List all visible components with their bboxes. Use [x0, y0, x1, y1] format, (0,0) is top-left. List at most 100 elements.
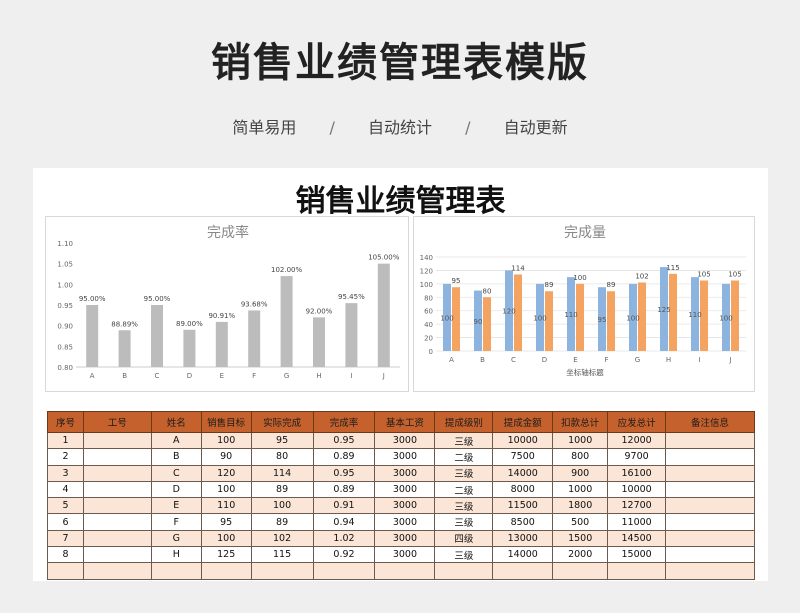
- bar-data-label: 102.00%: [271, 266, 302, 274]
- column-header: 提成级别: [434, 411, 494, 433]
- table-cell: [607, 562, 667, 580]
- table-cell: 三级: [434, 546, 494, 564]
- actual-bar: [514, 274, 522, 351]
- spreadsheet-preview: 销售业绩管理表 完成率 0.80 0.85 0.90 0.95 1.00 1.05 1.10 9…: [33, 168, 768, 581]
- table-cell: 114: [250, 464, 314, 482]
- table-cell: 125: [200, 546, 252, 564]
- x-tick-label: C: [511, 356, 516, 364]
- table-cell: [492, 562, 554, 580]
- target-data-label: 95: [598, 316, 607, 324]
- table-cell: 115: [250, 546, 314, 564]
- target-bar: [536, 283, 544, 351]
- table-row: 1 A 100 95 0.95 3000 三级 10000 1000 12000: [47, 431, 755, 450]
- y-tick-label: 0.90: [57, 323, 73, 331]
- bar-data-label: 88.89%: [111, 320, 138, 328]
- table-cell: [150, 562, 202, 580]
- actual-data-label: 95: [452, 277, 461, 285]
- table-cell: [47, 562, 84, 580]
- subtitle-item: 自动更新: [503, 118, 568, 137]
- bar-data-label: 95.00%: [79, 295, 106, 303]
- table-cell: [665, 448, 755, 466]
- table-cell: 3000: [374, 480, 436, 499]
- table-cell: 1000: [552, 480, 609, 499]
- table-row: [47, 562, 755, 580]
- actual-data-label: 89: [607, 281, 616, 289]
- table-body: 1 A 100 95 0.95 3000 三级 10000 1000 12000 2 B 90 80 0.8…: [47, 431, 755, 580]
- table-cell: 14000: [492, 464, 554, 482]
- bar-data-label: 93.68%: [241, 300, 268, 308]
- x-tick-label: E: [573, 356, 577, 364]
- table-cell: 14000: [492, 546, 554, 564]
- table-cell: 89: [250, 513, 314, 531]
- target-bar: [598, 287, 606, 351]
- target-data-label: 90: [474, 318, 483, 326]
- table-cell: 90: [200, 448, 252, 466]
- x-tick-label: J: [382, 372, 385, 380]
- actual-bar: [483, 297, 491, 351]
- table-cell: [665, 546, 755, 564]
- target-bar: [474, 290, 482, 351]
- table-cell: 12700: [607, 497, 667, 515]
- table-cell: 3000: [374, 513, 436, 531]
- table-cell: 1000: [552, 431, 609, 450]
- subtitle: 简单易用 / 自动统计 / 自动更新: [0, 114, 800, 138]
- target-bar: [629, 283, 637, 351]
- column-header: 销售目标: [200, 411, 252, 433]
- completion-volume-chart-svg: 完成量 0 20 40 60 80 100 120 140 100 95 A 90 80 B 120 114 C 1…: [420, 225, 746, 377]
- table-cell: [665, 497, 755, 515]
- table-cell: H: [150, 546, 202, 564]
- table-cell: 3000: [374, 464, 436, 482]
- x-tick-label: A: [90, 372, 95, 380]
- actual-bar: [607, 291, 615, 351]
- x-axis-title: 坐标轴标题: [566, 367, 604, 377]
- table-cell: 2000: [552, 546, 609, 564]
- table-cell: [250, 562, 314, 580]
- table-cell: [82, 480, 152, 499]
- rate-bar: [313, 317, 325, 367]
- hero-title: 销售业绩管理表模版: [211, 40, 589, 86]
- completion-rate-chart-svg: 完成率 0.80 0.85 0.90 0.95 1.00 1.05 1.10 95.00% A 88…: [57, 224, 400, 380]
- rate-bar: [151, 305, 163, 367]
- table-cell: 15000: [607, 546, 667, 564]
- x-tick-label: H: [316, 372, 321, 380]
- table-cell: 二级: [434, 480, 494, 499]
- rate-bar: [248, 310, 261, 367]
- rate-bar: [215, 321, 228, 367]
- x-tick-label: I: [698, 356, 700, 364]
- table-cell: 100: [200, 431, 252, 450]
- actual-data-label: 100: [573, 274, 586, 282]
- table-cell: 4: [47, 480, 84, 499]
- table-cell: 95: [250, 431, 314, 450]
- table-cell: 95: [200, 513, 252, 531]
- table-cell: 3000: [374, 448, 436, 466]
- table-cell: [374, 562, 436, 580]
- x-tick-label: E: [220, 372, 224, 380]
- y-tick-label: 60: [424, 308, 433, 316]
- table-cell: 11000: [607, 513, 667, 531]
- table-cell: 14500: [607, 529, 667, 548]
- rate-bar: [183, 329, 196, 367]
- column-header: 序号: [47, 411, 84, 433]
- y-tick-label: 40: [424, 321, 433, 329]
- subtitle-separator: /: [465, 118, 471, 137]
- bar-data-label: 105.00%: [368, 254, 399, 262]
- table-cell: 100: [200, 480, 252, 499]
- table-cell: 3000: [374, 497, 436, 515]
- actual-bar: [638, 282, 646, 351]
- completion-volume-chart: 完成量 0 20 40 60 80 100 120 140 100 95 A 90 80 B 120 114 C 1…: [413, 216, 755, 392]
- rate-bar: [280, 276, 293, 367]
- table-cell: 7500: [492, 448, 554, 466]
- x-tick-label: D: [187, 372, 192, 380]
- table-cell: 三级: [434, 431, 494, 450]
- x-tick-label: A: [449, 356, 454, 364]
- table-cell: 8000: [492, 480, 554, 499]
- y-tick-label: 1.00: [57, 281, 73, 289]
- table-cell: [665, 513, 755, 531]
- table-cell: 三级: [434, 497, 494, 515]
- actual-data-label: 105: [697, 271, 710, 279]
- table-cell: [552, 562, 609, 580]
- x-tick-label: C: [155, 372, 160, 380]
- actual-bar: [545, 291, 553, 351]
- table-cell: [665, 431, 755, 450]
- actual-data-label: 80: [483, 287, 492, 295]
